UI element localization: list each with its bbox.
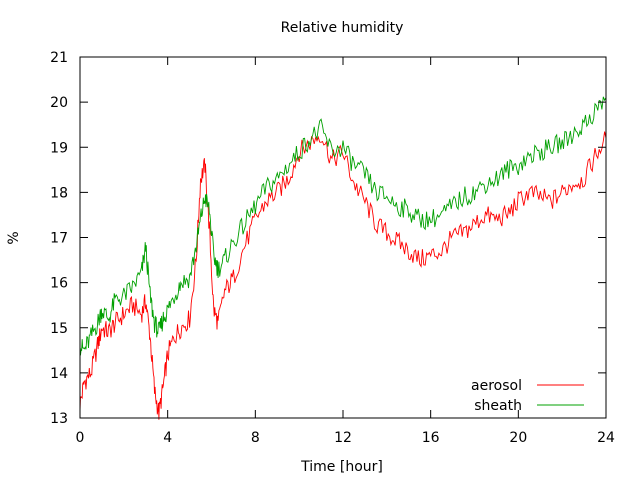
y-tick-label: 16	[50, 276, 68, 292]
x-tick-label: 24	[597, 430, 615, 446]
legend-label-sheath: sheath	[474, 398, 522, 414]
x-tick-label: 0	[76, 430, 85, 446]
legend: aerosol sheath	[471, 378, 584, 414]
series-layer	[79, 96, 607, 420]
y-tick-label: 14	[50, 366, 68, 382]
x-tick-label: 4	[163, 430, 172, 446]
x-tick-label: 16	[422, 430, 440, 446]
plot-frame	[79, 56, 607, 419]
y-tick-label: 19	[50, 140, 68, 156]
ticks-layer: 13 14 15 16 17 18 19 20 21 0 4 8 12 16 20 24	[50, 50, 615, 446]
y-tick-label: 17	[50, 231, 68, 247]
x-tick-label: 20	[509, 430, 527, 446]
x-tick-label: 12	[334, 430, 352, 446]
y-tick-label: 20	[50, 95, 68, 111]
chart-title: Relative humidity	[281, 20, 404, 36]
y-tick-label: 18	[50, 185, 68, 201]
y-axis-label: %	[6, 231, 22, 244]
series-line-aerosol	[79, 131, 607, 420]
y-tick-label: 15	[50, 321, 68, 337]
y-tick-label: 21	[50, 50, 68, 66]
x-axis-label: Time [hour]	[300, 459, 383, 475]
series-line-sheath	[79, 96, 607, 356]
legend-label-aerosol: aerosol	[471, 378, 522, 394]
x-tick-label: 8	[251, 430, 260, 446]
y-tick-label: 13	[50, 411, 68, 427]
